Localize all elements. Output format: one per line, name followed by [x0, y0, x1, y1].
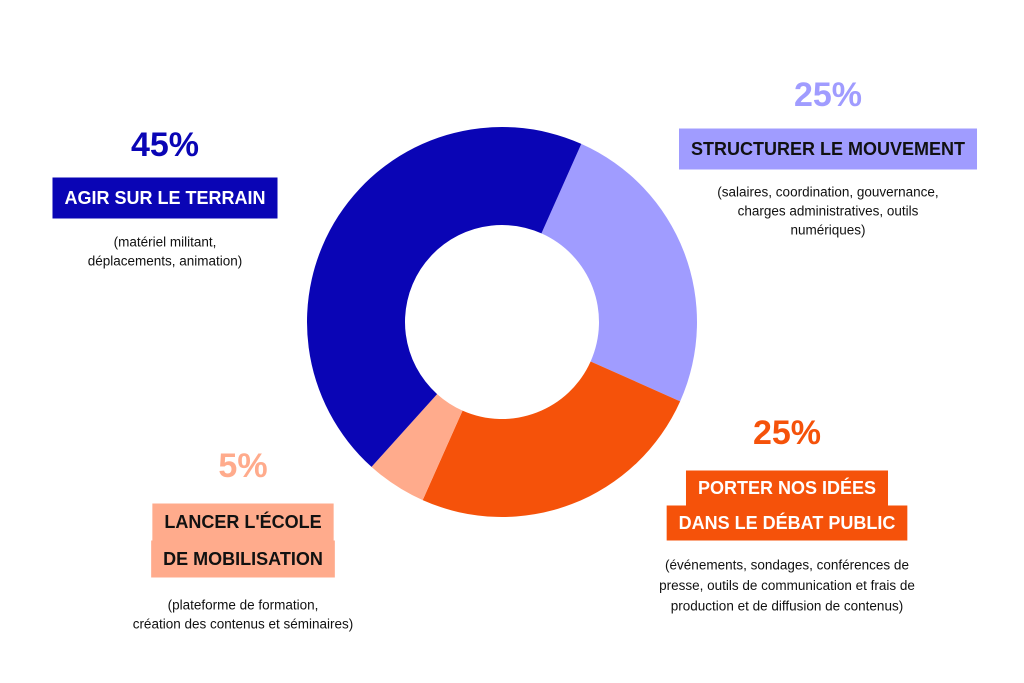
description: (plateforme de formation, — [168, 598, 319, 613]
description: charges administratives, outils — [738, 204, 919, 219]
category-label: PORTER NOS IDÉES — [685, 470, 889, 506]
label-box — [679, 128, 978, 170]
category-text: LANCER L'ÉCOLE — [164, 511, 321, 532]
label-box — [151, 540, 335, 578]
category-label: DANS LE DÉBAT PUBLIC — [666, 505, 908, 541]
donut-slice — [422, 361, 681, 517]
label-box — [52, 177, 278, 219]
category-label: LANCER L'ÉCOLE — [152, 503, 334, 541]
description: (salaires, coordination, gouvernance, — [717, 185, 938, 200]
category-label: DE MOBILISATION — [151, 540, 335, 578]
category-text: PORTER NOS IDÉES — [698, 477, 876, 498]
label-box — [666, 505, 908, 541]
percent-label: 25% — [794, 76, 862, 114]
donut-slice — [307, 127, 582, 467]
category-text: AGIR SUR LE TERRAIN — [64, 188, 265, 208]
percent-label: 45% — [131, 126, 199, 164]
donut-slice — [371, 394, 463, 501]
category-label: AGIR SUR LE TERRAIN — [52, 177, 278, 219]
category-text: STRUCTURER LE MOUVEMENT — [691, 139, 965, 159]
description: (événements, sondages, conférences de — [665, 558, 909, 573]
description: création des contenus et séminaires) — [133, 617, 354, 632]
description: numériques) — [790, 223, 865, 238]
description: (matériel militant, — [114, 235, 217, 250]
label-box — [152, 503, 334, 541]
category-text: DE MOBILISATION — [163, 549, 323, 569]
category-text: DANS LE DÉBAT PUBLIC — [679, 512, 896, 533]
label-box — [685, 470, 889, 506]
percent-label: 25% — [753, 414, 821, 452]
category-label: STRUCTURER LE MOUVEMENT — [679, 128, 978, 170]
donut-slice — [541, 143, 697, 402]
description: déplacements, animation) — [88, 254, 243, 269]
description: presse, outils de communication et frais… — [659, 578, 915, 593]
description: production et de diffusion de contenus) — [671, 599, 903, 614]
percent-label: 5% — [218, 447, 267, 485]
